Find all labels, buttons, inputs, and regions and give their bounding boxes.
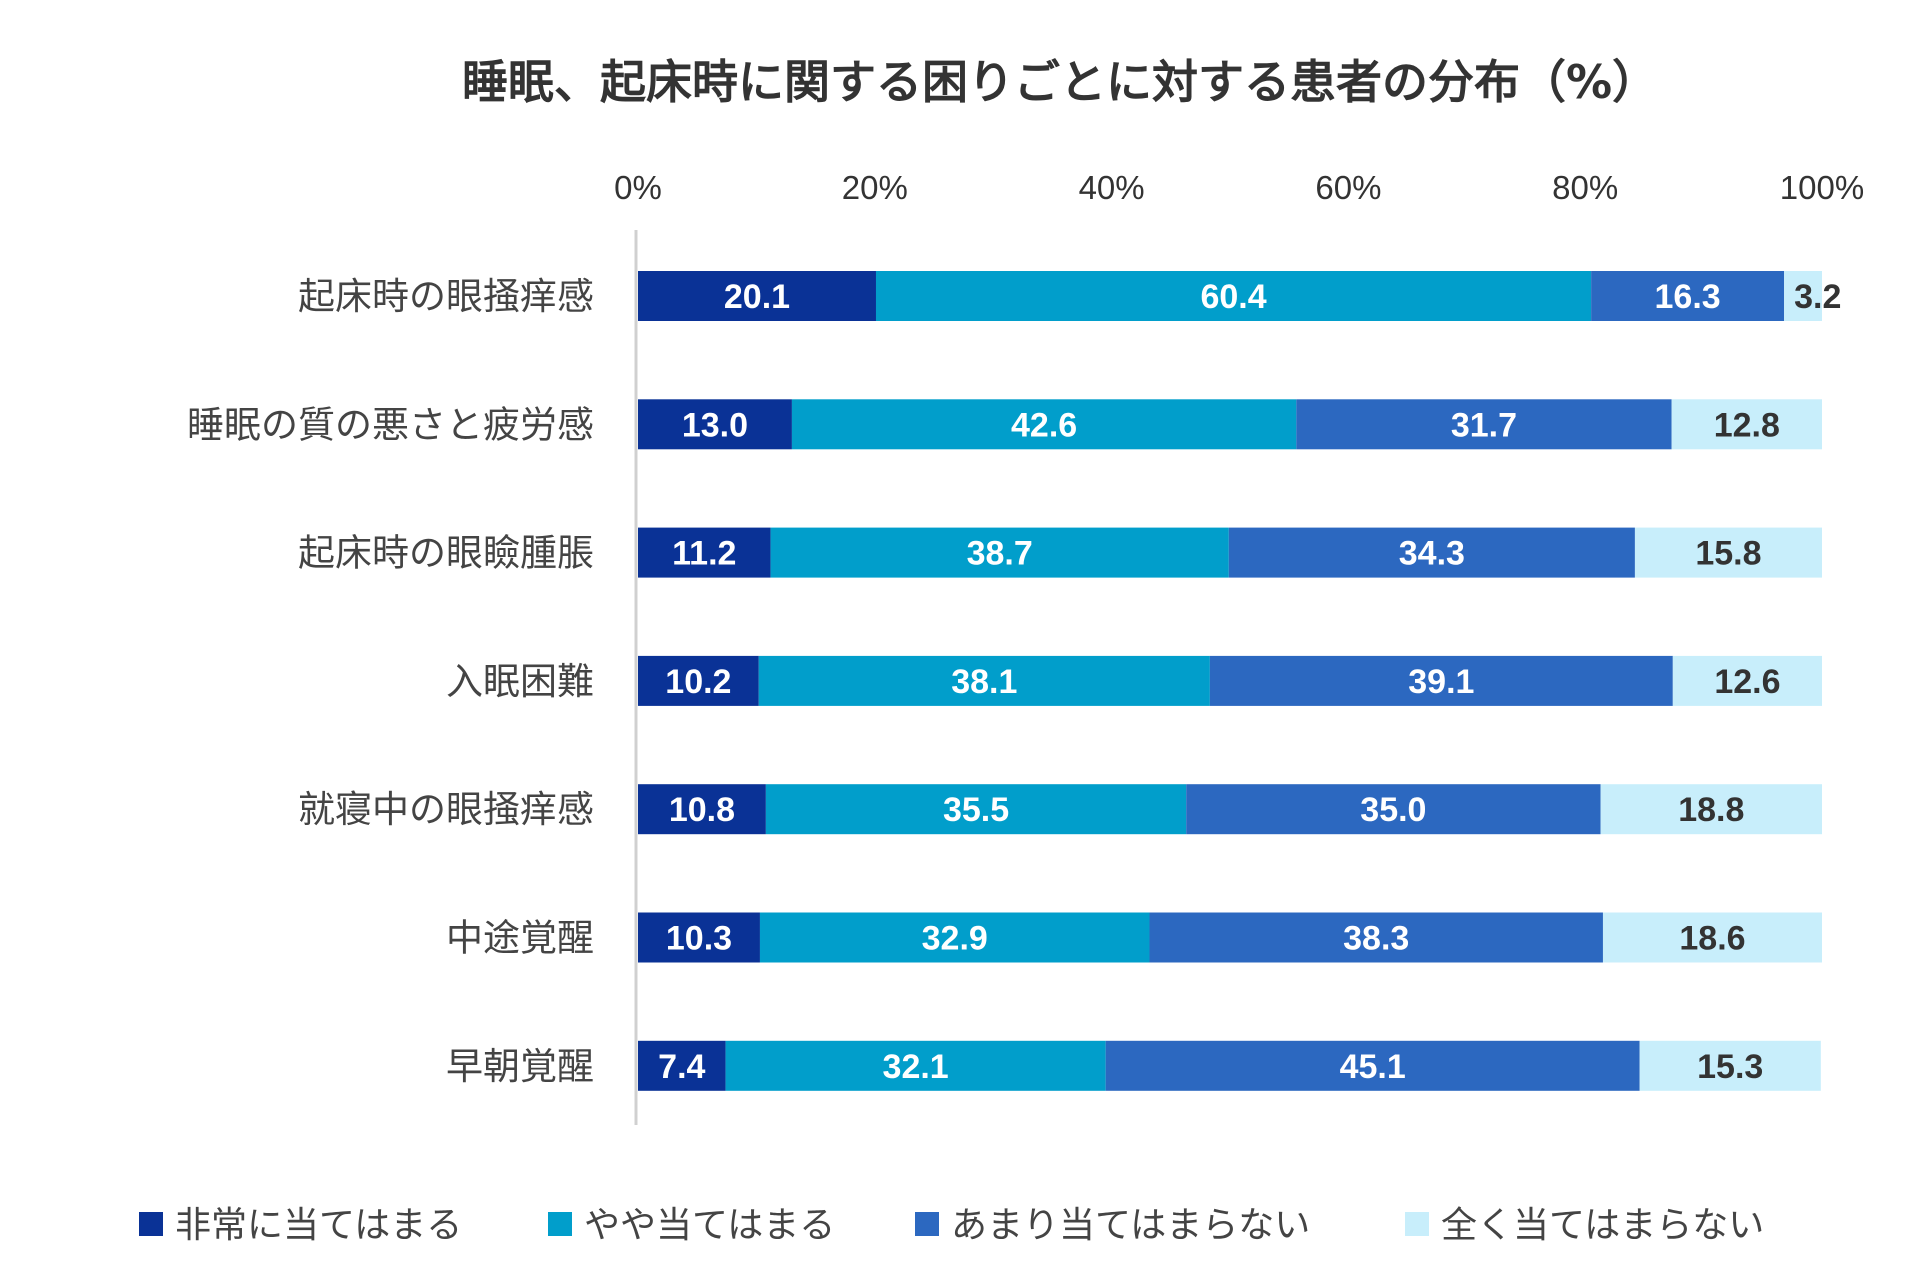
legend-label: 全く当てはまらない bbox=[1441, 1205, 1764, 1246]
bar-segment bbox=[1602, 912, 1822, 963]
bar-segment bbox=[1671, 399, 1822, 450]
value-label: 38.7 bbox=[967, 535, 1033, 573]
legend: 非常に当てはまる やや当てはまる あまり当てはまらない 全く当てはまらない bbox=[139, 1205, 1764, 1246]
x-tick-label: 60% bbox=[1315, 169, 1381, 206]
bar-segment bbox=[725, 1040, 1106, 1091]
value-label: 15.8 bbox=[1695, 535, 1761, 573]
x-tick-label: 100% bbox=[1780, 169, 1864, 206]
bar-segment bbox=[791, 399, 1297, 450]
value-label: 3.2 bbox=[1794, 278, 1841, 316]
legend-swatch bbox=[139, 1212, 163, 1236]
value-label: 10.8 bbox=[669, 791, 735, 829]
value-label: 35.0 bbox=[1360, 791, 1426, 829]
value-label: 10.3 bbox=[666, 920, 732, 958]
value-label: 35.5 bbox=[943, 791, 1009, 829]
bar-segment bbox=[875, 271, 1592, 321]
bar-segment bbox=[638, 784, 766, 835]
x-tick-label: 0% bbox=[614, 169, 662, 206]
bar-segment bbox=[1228, 527, 1635, 578]
category-label: 起床時の眼掻痒感 bbox=[298, 275, 594, 318]
x-axis-ticks: 0% 20% 40% 60% 80% 100% bbox=[614, 169, 1864, 206]
bar-segment bbox=[1186, 784, 1601, 835]
bar-segment bbox=[1634, 527, 1822, 578]
value-label: 31.7 bbox=[1451, 406, 1517, 444]
bar-segment bbox=[1149, 912, 1603, 963]
category-labels: 起床時の眼掻痒感睡眠の質の悪さと疲労感起床時の眼瞼腫脹入眠困難就寝中の眼掻痒感中… bbox=[187, 275, 594, 1088]
value-label: 18.6 bbox=[1679, 920, 1745, 958]
legend-label: 非常に当てはまる bbox=[175, 1205, 462, 1246]
value-labels: 20.1 60.4 16.3 3.2 13.0 42.6 31.7 12.8 11.2 38.7 3… bbox=[658, 278, 1841, 1086]
category-label: 就寝中の眼掻痒感 bbox=[298, 788, 594, 831]
value-label: 42.6 bbox=[1011, 406, 1077, 444]
bar-segment bbox=[638, 1040, 726, 1091]
legend-label: あまり当てはまらない bbox=[951, 1205, 1310, 1246]
value-label: 20.1 bbox=[724, 278, 790, 316]
x-tick-label: 20% bbox=[842, 169, 908, 206]
legend-swatch bbox=[1405, 1212, 1429, 1236]
x-tick-label: 80% bbox=[1552, 169, 1618, 206]
bar-segment bbox=[758, 655, 1210, 706]
bar-segment bbox=[1672, 655, 1822, 706]
legend-swatch bbox=[915, 1212, 939, 1236]
legend-swatch bbox=[548, 1212, 572, 1236]
value-label: 38.1 bbox=[951, 663, 1017, 701]
value-label: 13.0 bbox=[682, 406, 748, 444]
bar-segment bbox=[759, 912, 1150, 963]
category-label: 中途覚醒 bbox=[446, 917, 594, 960]
bar-segment bbox=[1591, 271, 1785, 321]
value-label: 34.3 bbox=[1399, 535, 1465, 573]
bar-segment bbox=[1209, 655, 1673, 706]
category-label: 起床時の眼瞼腫脹 bbox=[298, 532, 594, 575]
value-label: 45.1 bbox=[1340, 1048, 1406, 1086]
legend-label: やや当てはまる bbox=[584, 1205, 835, 1246]
value-label: 12.8 bbox=[1714, 406, 1780, 444]
value-label: 16.3 bbox=[1655, 278, 1721, 316]
value-label: 7.4 bbox=[658, 1048, 705, 1086]
value-label: 10.2 bbox=[665, 663, 731, 701]
bar-segment bbox=[638, 655, 759, 706]
bar-segment bbox=[638, 399, 792, 450]
chart-title: 睡眠、起床時に関する困りごとに対する患者の分布（%） bbox=[462, 55, 1658, 109]
value-label: 60.4 bbox=[1200, 278, 1266, 316]
bar-segment bbox=[1296, 399, 1672, 450]
bar-segment bbox=[1784, 271, 1822, 321]
value-label: 32.1 bbox=[883, 1048, 949, 1086]
value-label: 11.2 bbox=[672, 535, 736, 573]
bar-segment bbox=[1600, 784, 1822, 835]
value-label: 32.9 bbox=[922, 920, 988, 958]
bar-segments bbox=[638, 271, 1822, 1091]
bar-segment bbox=[1105, 1040, 1640, 1091]
value-label: 12.6 bbox=[1714, 663, 1780, 701]
bar-segment bbox=[770, 527, 1229, 578]
value-label: 15.3 bbox=[1697, 1048, 1763, 1086]
value-label: 18.8 bbox=[1678, 791, 1744, 829]
category-label: 睡眠の質の悪さと疲労感 bbox=[187, 403, 594, 446]
bar-segment bbox=[638, 527, 771, 578]
value-label: 38.3 bbox=[1343, 920, 1409, 958]
bar-segment bbox=[1639, 1040, 1821, 1091]
x-tick-label: 40% bbox=[1079, 169, 1145, 206]
value-label: 39.1 bbox=[1408, 663, 1474, 701]
bar-segment bbox=[638, 271, 876, 321]
category-label: 早朝覚醒 bbox=[446, 1045, 594, 1088]
bar-segment bbox=[765, 784, 1187, 835]
bar-segment bbox=[638, 912, 760, 963]
category-label: 入眠困難 bbox=[446, 660, 594, 703]
